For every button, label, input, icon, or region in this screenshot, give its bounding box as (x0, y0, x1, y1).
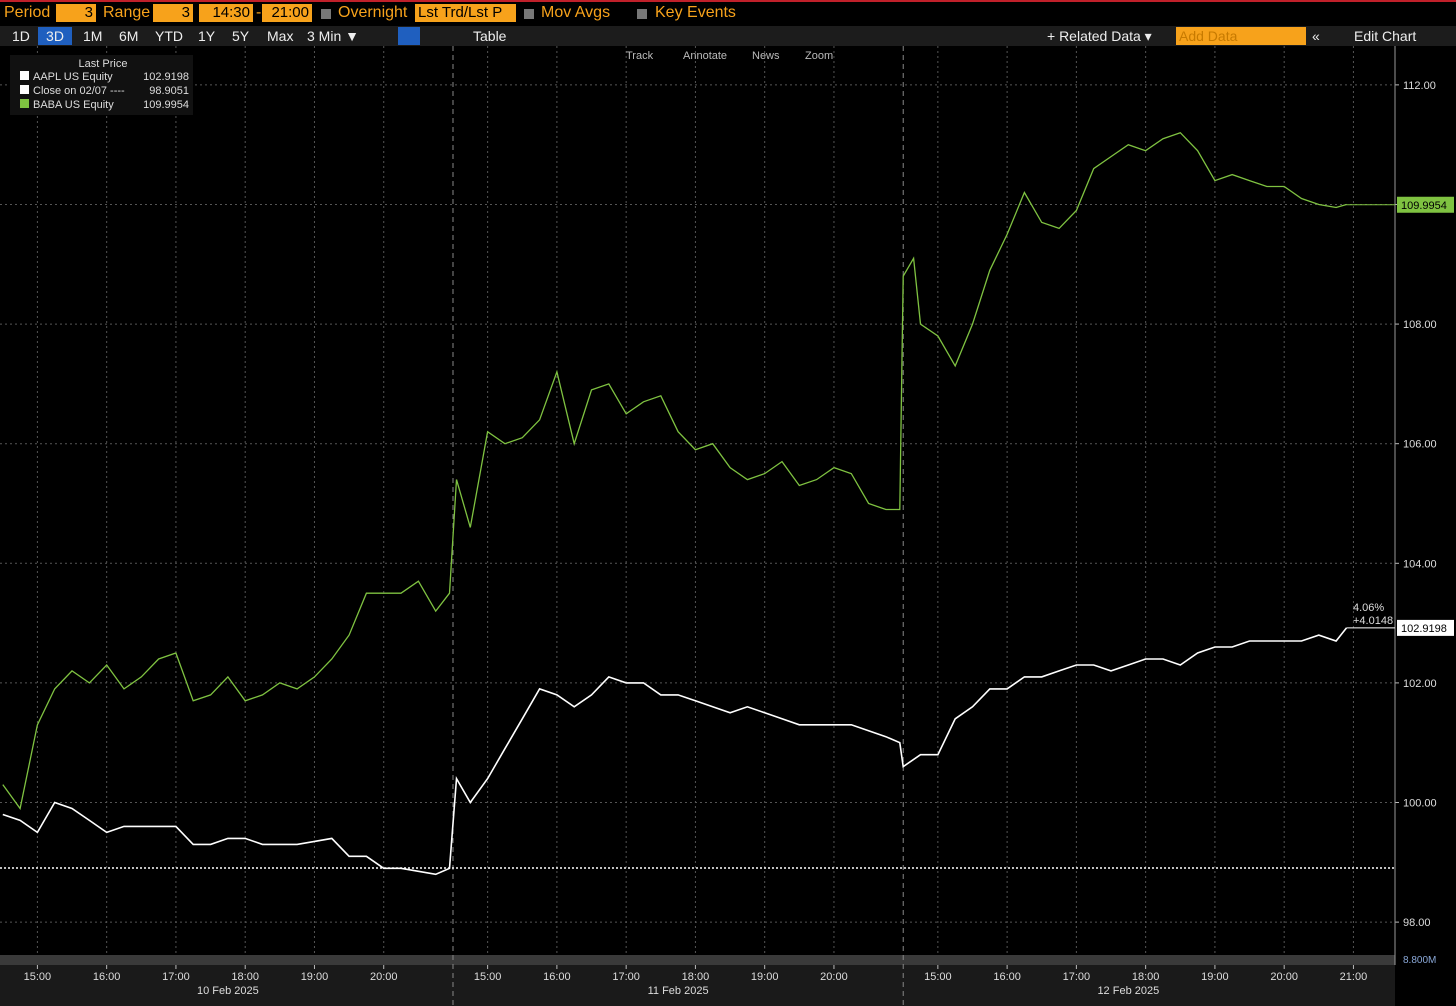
last-price-label: 109.9954 (1401, 200, 1447, 212)
period-input[interactable]: 3 (56, 4, 96, 22)
time-from[interactable]: 14:30 (199, 4, 253, 22)
tool-track[interactable]: Track (626, 50, 654, 62)
x-tick-label: 17:00 (162, 971, 190, 983)
legend-swatch (20, 85, 29, 94)
legend-value: 98.9051 (149, 85, 189, 97)
checkbox[interactable] (524, 9, 534, 19)
toolbar-ranges (0, 26, 1456, 46)
series-line (2, 627, 1348, 876)
tool-zoom[interactable]: Zoom (805, 50, 833, 62)
interval-select[interactable]: 3 Min ▼ (307, 28, 359, 44)
x-tick-label: 21:00 (1340, 971, 1368, 983)
range-button[interactable]: YTD (155, 28, 183, 44)
annotation: 4.06% (1353, 602, 1384, 614)
legend-box (10, 55, 193, 115)
range-button[interactable]: 6M (119, 28, 139, 44)
range-label: Range (103, 4, 151, 21)
range-input[interactable]: 3 (153, 4, 193, 22)
legend-value: 102.9198 (143, 71, 189, 83)
y-tick-label: 102.00 (1403, 678, 1437, 690)
x-tick-label: 16:00 (543, 971, 571, 983)
legend-swatch (20, 99, 29, 108)
edit-chart[interactable]: Edit Chart (1354, 28, 1417, 44)
table-button[interactable]: Table (473, 28, 507, 44)
range-button[interactable]: 1M (83, 28, 103, 44)
y-tick-label: 108.00 (1403, 319, 1437, 331)
chart: Last Price Track Annotate News Zoom 98.0… (0, 46, 1454, 1006)
y-tick-label: 104.00 (1403, 558, 1437, 570)
x-tick-label: 18:00 (682, 971, 710, 983)
mov-avgs[interactable]: Mov Avgs (541, 4, 611, 21)
last-price-label: 102.9198 (1401, 623, 1447, 635)
period-label: Period (4, 4, 51, 21)
x-tick-label: 20:00 (1270, 971, 1298, 983)
legend-name: BABA US Equity (33, 99, 114, 111)
range-button-active[interactable]: 3D (38, 27, 72, 45)
checkbox[interactable] (637, 9, 647, 19)
legend-value: 109.9954 (143, 99, 189, 111)
x-tick-label: 15:00 (474, 971, 502, 983)
range-button[interactable]: Max (267, 28, 294, 44)
legend-swatch (20, 71, 29, 80)
range-button[interactable]: 1Y (198, 28, 216, 44)
x-tick-label: 19:00 (751, 971, 779, 983)
y-tick-label: 100.00 (1403, 798, 1437, 810)
y-tick-label: 106.00 (1403, 439, 1437, 451)
annotation: +4.0148 (1353, 615, 1393, 627)
overnight-label[interactable]: Overnight (338, 4, 408, 21)
last-price-tag (1397, 619, 1454, 636)
volume-label: 8.800M (1403, 955, 1436, 966)
legend-title: Last Price (79, 58, 128, 70)
x-tick-label: 17:00 (612, 971, 640, 983)
time-sep: - (256, 4, 262, 21)
date-label: 12 Feb 2025 (1097, 985, 1159, 997)
x-tick-label: 17:00 (1063, 971, 1091, 983)
tool-annotate[interactable]: Annotate (683, 50, 727, 62)
x-tick-label: 18:00 (231, 971, 259, 983)
date-label: 10 Feb 2025 (197, 985, 259, 997)
time-to[interactable]: 21:00 (262, 4, 312, 22)
range-button[interactable]: 1D (12, 28, 30, 44)
key-events[interactable]: Key Events (655, 4, 736, 21)
tool-news[interactable]: News (752, 50, 780, 62)
x-tick-label: 15:00 (24, 971, 52, 983)
add-data-input[interactable]: Add Data (1176, 27, 1306, 45)
last-price-tag (1397, 196, 1454, 213)
x-tick-label: 16:00 (93, 971, 121, 983)
legend-name: AAPL US Equity (33, 71, 113, 83)
x-tick-label: 20:00 (370, 971, 398, 983)
checkbox[interactable] (321, 9, 331, 19)
range-button[interactable]: 5Y (232, 28, 250, 44)
collapse-button[interactable]: « (1312, 28, 1320, 44)
x-tick-label: 19:00 (301, 971, 329, 983)
x-tick-label: 15:00 (924, 971, 952, 983)
x-tick-label: 16:00 (993, 971, 1021, 983)
series-line (2, 131, 1347, 811)
related-data[interactable]: + Related Data ▾ (1047, 28, 1152, 44)
date-label: 11 Feb 2025 (648, 985, 709, 997)
price-mode[interactable]: Lst Trd/Lst P (415, 4, 516, 22)
bar-style-button[interactable] (398, 27, 420, 45)
x-tick-label: 18:00 (1132, 971, 1160, 983)
x-tick-label: 19:00 (1201, 971, 1229, 983)
volume-strip (0, 955, 1395, 965)
y-tick-label: 98.00 (1403, 917, 1431, 929)
x-tick-label: 20:00 (820, 971, 848, 983)
legend-name: Close on 02/07 ---- (33, 85, 125, 97)
y-tick-label: 112.00 (1403, 80, 1436, 92)
